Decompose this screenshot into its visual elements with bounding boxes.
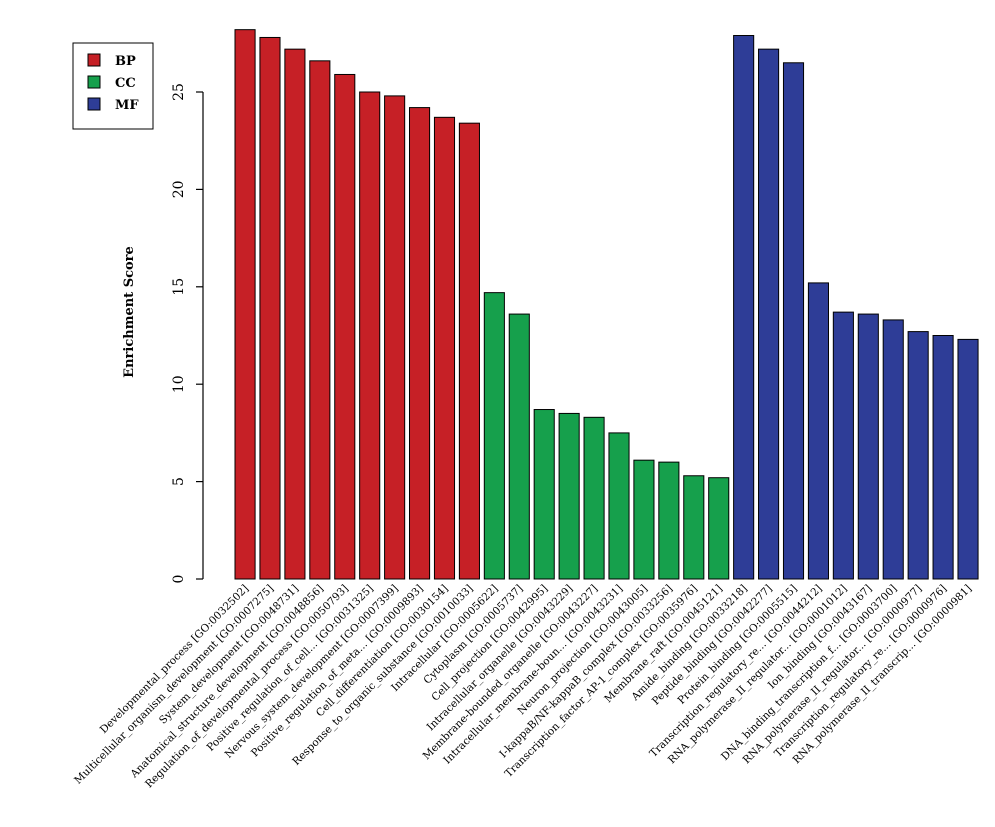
x-tick-labels: Developmental_process [GO:0032502]Multic… <box>72 583 974 791</box>
bar <box>907 331 929 580</box>
legend: BP CC MF <box>72 42 154 130</box>
y-tick-label: 10 <box>171 375 187 393</box>
y-axis: 0 5 10 15 20 25 <box>171 83 204 584</box>
y-tick-label: 25 <box>171 83 187 101</box>
bar <box>384 95 406 580</box>
legend-label: CC <box>115 76 136 91</box>
legend-box <box>72 42 154 130</box>
legend-label: MF <box>115 98 139 113</box>
bar <box>533 409 555 580</box>
bar <box>857 313 879 580</box>
bar <box>334 73 356 580</box>
y-tick-label: 15 <box>171 278 187 296</box>
bar <box>458 122 480 580</box>
bar <box>807 282 829 580</box>
bars <box>234 29 979 580</box>
bar <box>409 107 431 580</box>
legend-swatch <box>87 53 101 67</box>
bar <box>234 29 256 580</box>
bar <box>782 62 805 580</box>
bar <box>758 48 780 580</box>
bar <box>558 412 580 580</box>
bar <box>658 461 680 580</box>
bar <box>832 311 854 580</box>
bar <box>483 292 505 580</box>
y-axis-label: Enrichment Score <box>122 246 137 378</box>
legend-label: BP <box>115 54 136 69</box>
bar <box>608 432 630 580</box>
bar <box>633 459 655 580</box>
bar <box>508 313 530 580</box>
bar <box>433 116 456 580</box>
bar <box>259 36 281 580</box>
bar <box>683 475 705 580</box>
y-tick-label: 0 <box>171 575 187 584</box>
y-tick-label: 20 <box>171 180 187 198</box>
bar <box>932 335 954 580</box>
bar <box>284 48 306 580</box>
legend-swatch <box>87 75 101 89</box>
bar <box>309 60 331 580</box>
legend-swatch <box>87 97 101 111</box>
bar <box>882 319 904 580</box>
bar <box>583 416 605 580</box>
y-tick-label: 5 <box>171 477 187 486</box>
bar <box>359 91 381 580</box>
bar <box>733 35 755 580</box>
bar <box>957 338 979 580</box>
bar <box>708 477 730 580</box>
